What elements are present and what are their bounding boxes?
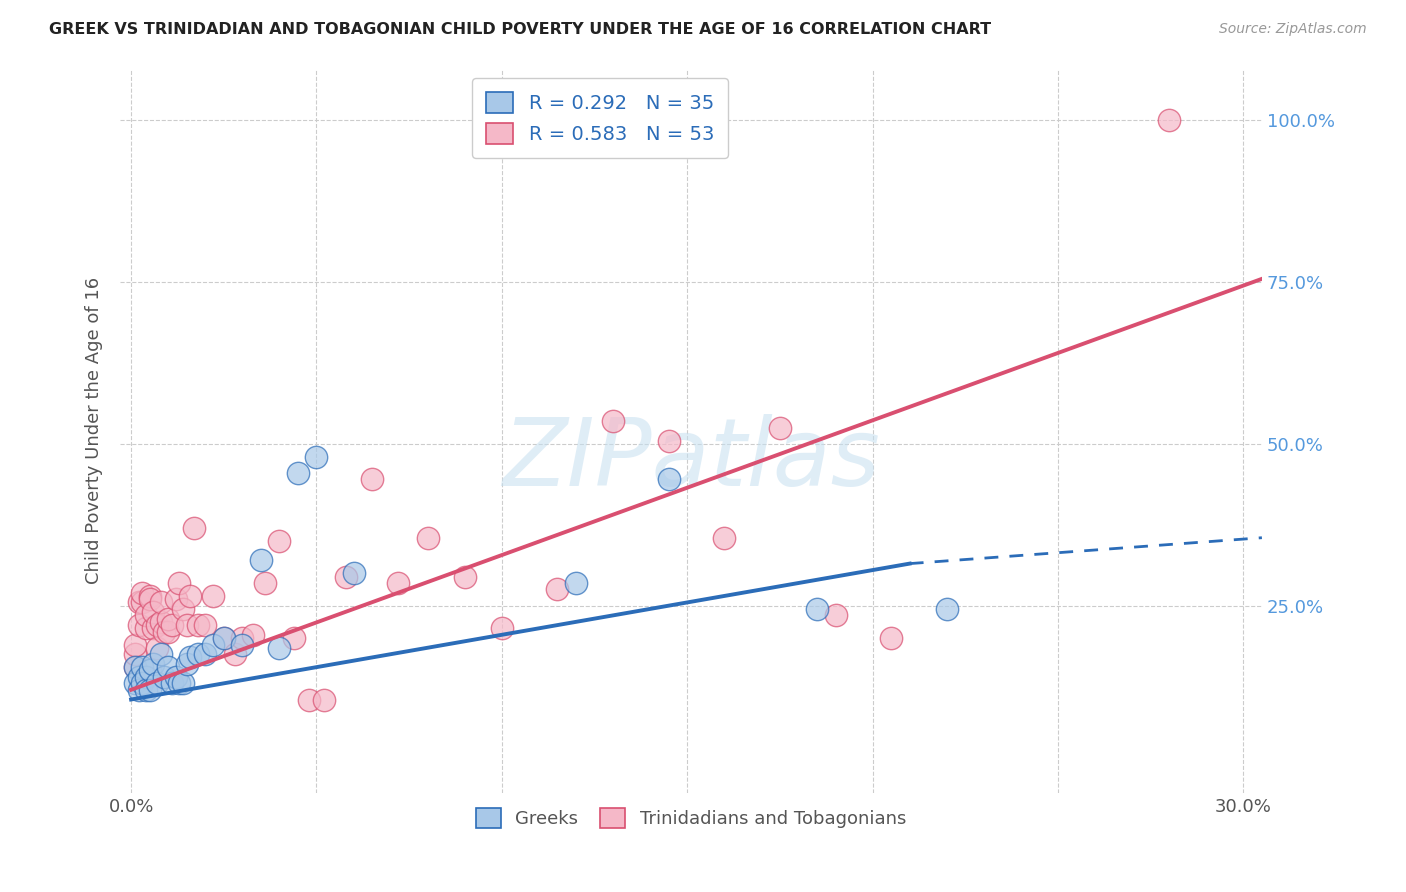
Point bbox=[212, 631, 235, 645]
Point bbox=[142, 657, 165, 671]
Point bbox=[146, 618, 169, 632]
Point bbox=[138, 664, 160, 678]
Legend: Greeks, Trinidadians and Tobagonians: Greeks, Trinidadians and Tobagonians bbox=[468, 801, 914, 835]
Point bbox=[231, 638, 253, 652]
Point bbox=[212, 631, 235, 645]
Point bbox=[176, 618, 198, 632]
Text: Source: ZipAtlas.com: Source: ZipAtlas.com bbox=[1219, 22, 1367, 37]
Point bbox=[142, 605, 165, 619]
Point bbox=[454, 569, 477, 583]
Point bbox=[149, 615, 172, 629]
Y-axis label: Child Poverty Under the Age of 16: Child Poverty Under the Age of 16 bbox=[86, 277, 103, 584]
Point bbox=[131, 660, 153, 674]
Point bbox=[135, 682, 157, 697]
Point bbox=[658, 473, 681, 487]
Point bbox=[387, 576, 409, 591]
Point bbox=[565, 576, 588, 591]
Point bbox=[658, 434, 681, 448]
Point bbox=[128, 682, 150, 697]
Point bbox=[179, 589, 201, 603]
Point bbox=[250, 553, 273, 567]
Point bbox=[187, 647, 209, 661]
Text: ZIPatlas: ZIPatlas bbox=[502, 415, 880, 506]
Point bbox=[131, 595, 153, 609]
Point bbox=[157, 612, 180, 626]
Point bbox=[361, 473, 384, 487]
Point bbox=[201, 638, 224, 652]
Point bbox=[124, 638, 146, 652]
Point bbox=[138, 592, 160, 607]
Point bbox=[305, 450, 328, 464]
Point bbox=[713, 531, 735, 545]
Point bbox=[342, 566, 364, 581]
Point bbox=[124, 647, 146, 661]
Point bbox=[194, 647, 217, 661]
Point bbox=[335, 569, 357, 583]
Point bbox=[135, 608, 157, 623]
Point bbox=[165, 592, 187, 607]
Point bbox=[176, 657, 198, 671]
Point bbox=[131, 585, 153, 599]
Point bbox=[160, 676, 183, 690]
Point bbox=[128, 670, 150, 684]
Point bbox=[194, 618, 217, 632]
Point bbox=[769, 420, 792, 434]
Point bbox=[124, 676, 146, 690]
Point bbox=[224, 647, 246, 661]
Point bbox=[131, 676, 153, 690]
Point bbox=[935, 602, 957, 616]
Point bbox=[253, 576, 276, 591]
Point bbox=[172, 676, 194, 690]
Point bbox=[880, 631, 903, 645]
Point bbox=[149, 595, 172, 609]
Point bbox=[491, 621, 513, 635]
Point bbox=[146, 640, 169, 655]
Point bbox=[138, 682, 160, 697]
Point bbox=[142, 621, 165, 635]
Point bbox=[138, 589, 160, 603]
Point bbox=[602, 414, 624, 428]
Point bbox=[806, 602, 828, 616]
Point bbox=[201, 589, 224, 603]
Point bbox=[157, 660, 180, 674]
Point bbox=[269, 533, 291, 548]
Point bbox=[416, 531, 439, 545]
Text: GREEK VS TRINIDADIAN AND TOBAGONIAN CHILD POVERTY UNDER THE AGE OF 16 CORRELATIO: GREEK VS TRINIDADIAN AND TOBAGONIAN CHIL… bbox=[49, 22, 991, 37]
Point bbox=[157, 624, 180, 639]
Point bbox=[124, 660, 146, 674]
Point bbox=[287, 466, 309, 480]
Point bbox=[187, 618, 209, 632]
Point bbox=[312, 692, 335, 706]
Point bbox=[153, 670, 176, 684]
Point bbox=[169, 576, 191, 591]
Point bbox=[135, 621, 157, 635]
Point bbox=[546, 582, 568, 597]
Point bbox=[183, 521, 205, 535]
Point bbox=[298, 692, 321, 706]
Point bbox=[231, 631, 253, 645]
Point bbox=[146, 676, 169, 690]
Point bbox=[124, 660, 146, 674]
Point bbox=[172, 602, 194, 616]
Point bbox=[165, 670, 187, 684]
Point bbox=[149, 647, 172, 661]
Point bbox=[169, 676, 191, 690]
Point bbox=[179, 650, 201, 665]
Point bbox=[128, 595, 150, 609]
Point bbox=[269, 640, 291, 655]
Point bbox=[160, 618, 183, 632]
Point bbox=[153, 624, 176, 639]
Point bbox=[283, 631, 305, 645]
Point bbox=[128, 618, 150, 632]
Point bbox=[242, 628, 264, 642]
Point bbox=[135, 670, 157, 684]
Point bbox=[1159, 113, 1181, 128]
Point bbox=[824, 608, 846, 623]
